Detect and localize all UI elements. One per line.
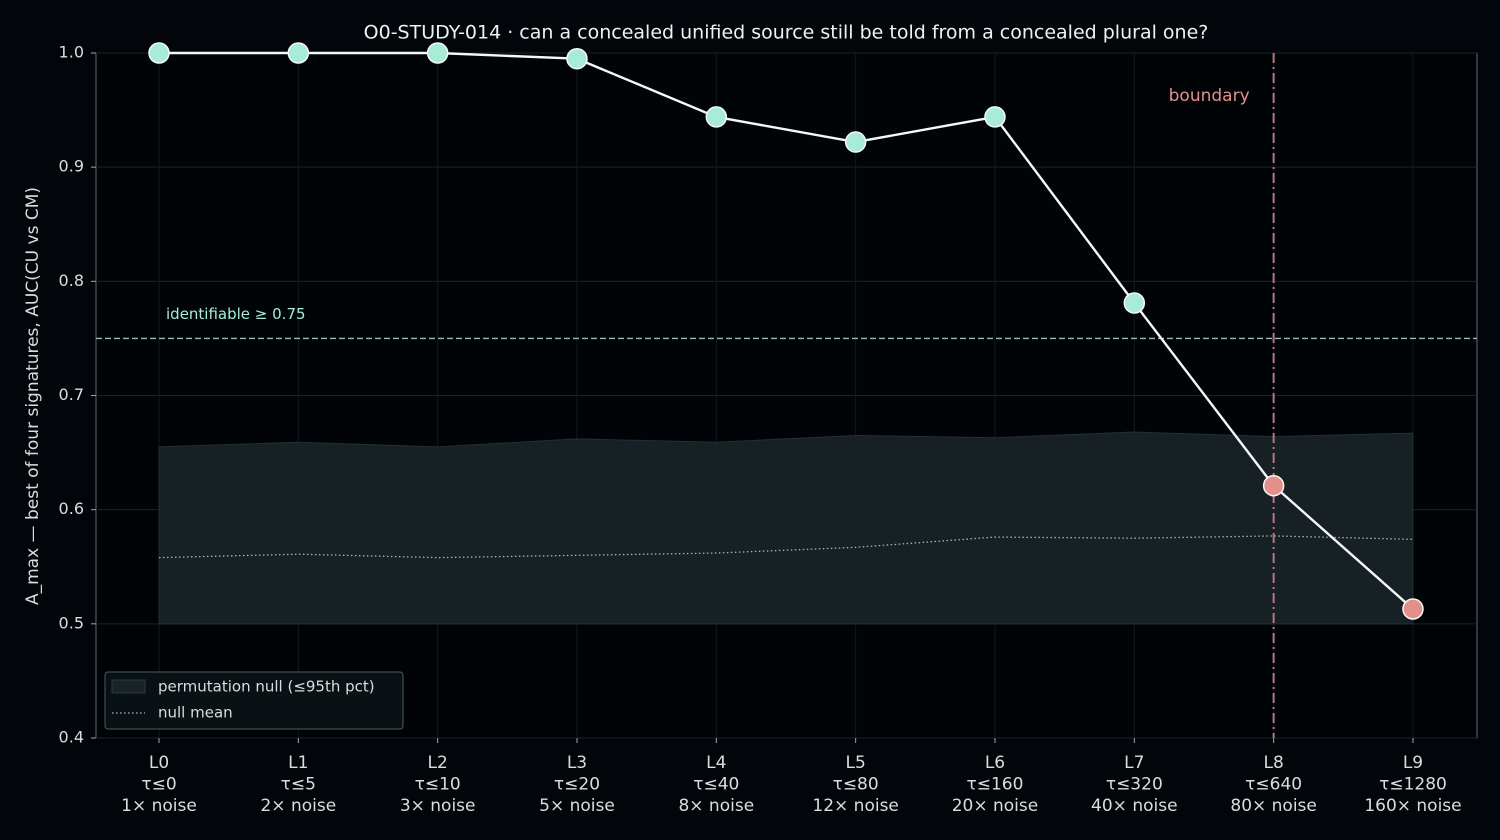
x-tick-label: τ≤640 xyxy=(1245,775,1302,795)
x-tick-label: 40× noise xyxy=(1091,796,1178,816)
x-tick-label: 2× noise xyxy=(260,796,336,816)
y-axis-label: A_max — best of four signatures, AUC(CU … xyxy=(23,187,43,605)
boundary-label: boundary xyxy=(1169,86,1250,106)
legend: permutation null (≤95th pct) null mean xyxy=(104,671,404,730)
x-tick-label: 8× noise xyxy=(678,796,754,816)
x-tick-label: 3× noise xyxy=(400,796,476,816)
x-tick-label: τ≤5 xyxy=(281,775,316,795)
point xyxy=(148,42,170,64)
null-band xyxy=(158,431,1414,625)
y-tick-label: 0.6 xyxy=(59,499,84,518)
legend-swatch xyxy=(111,679,146,694)
point xyxy=(984,106,1006,128)
x-tick-label: τ≤80 xyxy=(833,775,879,795)
y-tick-label: 1.0 xyxy=(59,43,84,62)
x-tick-label: τ≤0 xyxy=(141,775,176,795)
line xyxy=(159,51,1414,610)
null-mean-line xyxy=(158,535,1413,559)
x-tick-label: τ≤160 xyxy=(967,775,1024,795)
point xyxy=(844,131,867,153)
x-tick-label: 160× noise xyxy=(1364,796,1461,816)
point xyxy=(1123,292,1146,314)
x-tick-label: τ≤1280 xyxy=(1379,775,1447,795)
legend-box xyxy=(104,671,404,730)
threshold-label: identifiable ≥ 0.75 xyxy=(166,305,306,323)
x-tick-label: 20× noise xyxy=(952,796,1039,816)
x-tick-label: L0 xyxy=(149,753,169,773)
point xyxy=(566,47,588,70)
x-tick-label: 12× noise xyxy=(812,796,899,816)
legend-label: null mean xyxy=(158,704,233,722)
x-tick-label: L8 xyxy=(1263,753,1283,773)
x-tick-label: L4 xyxy=(706,753,726,773)
x-tick-label: 80× noise xyxy=(1230,796,1317,816)
y-tick-label: 0.9 xyxy=(59,157,84,176)
legend-label: permutation null (≤95th pct) xyxy=(158,678,375,696)
x-tick-label: L3 xyxy=(567,753,587,773)
x-tick-label: τ≤320 xyxy=(1106,775,1163,795)
x-tick-label: L5 xyxy=(846,753,866,773)
x-tick-label: τ≤20 xyxy=(554,775,600,795)
x-tick-label: L9 xyxy=(1403,753,1423,773)
x-tick-label: L6 xyxy=(985,753,1005,773)
point xyxy=(1262,474,1285,497)
x-tick-label: 5× noise xyxy=(539,796,615,816)
chart-title: O0-STUDY-014 · can a concealed unified s… xyxy=(364,22,1209,44)
x-tick-label: τ≤10 xyxy=(415,775,461,795)
x-tick-label: L7 xyxy=(1124,753,1144,773)
point xyxy=(287,42,310,64)
y-tick-label: 0.4 xyxy=(59,728,84,747)
x-tick-label: τ≤40 xyxy=(693,775,739,795)
x-tick-label: L1 xyxy=(288,753,308,773)
point xyxy=(1402,598,1424,620)
point xyxy=(426,42,449,64)
y-tick-label: 0.8 xyxy=(59,271,84,290)
x-tick-label: L2 xyxy=(428,753,448,773)
y-tick-label: 0.7 xyxy=(59,385,84,404)
x-tick-label: 1× noise xyxy=(121,796,197,816)
y-tick-label: 0.5 xyxy=(59,613,84,632)
point xyxy=(705,106,728,128)
